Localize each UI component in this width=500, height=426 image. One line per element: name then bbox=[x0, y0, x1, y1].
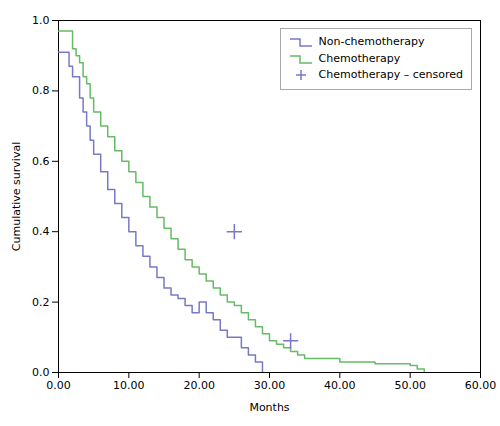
svg-text:0.6: 0.6 bbox=[32, 155, 50, 168]
svg-text:1.0: 1.0 bbox=[32, 14, 50, 27]
svg-text:Cumulative survival: Cumulative survival bbox=[10, 142, 23, 251]
svg-text:50.00: 50.00 bbox=[394, 379, 426, 392]
svg-text:0.4: 0.4 bbox=[32, 225, 50, 238]
svg-text:20.00: 20.00 bbox=[183, 379, 215, 392]
svg-text:0.0: 0.0 bbox=[32, 366, 50, 379]
html-text:Chemotherapy: Chemotherapy bbox=[318, 51, 401, 65]
svg-text:0.8: 0.8 bbox=[32, 84, 50, 97]
svg-text:30.00: 30.00 bbox=[254, 379, 286, 392]
svg-text:0.00: 0.00 bbox=[46, 379, 71, 392]
svg-text:10.00: 10.00 bbox=[113, 379, 145, 392]
svg-text:Months: Months bbox=[249, 401, 289, 414]
html-text:Non-chemotherapy: Non-chemotherapy bbox=[318, 35, 425, 48]
html-text:Chemotherapy – censored: Chemotherapy – censored bbox=[318, 68, 463, 81]
svg-text:40.00: 40.00 bbox=[324, 379, 356, 392]
svg-text:0.2: 0.2 bbox=[32, 296, 50, 309]
svg-text:60.00: 60.00 bbox=[465, 379, 497, 392]
